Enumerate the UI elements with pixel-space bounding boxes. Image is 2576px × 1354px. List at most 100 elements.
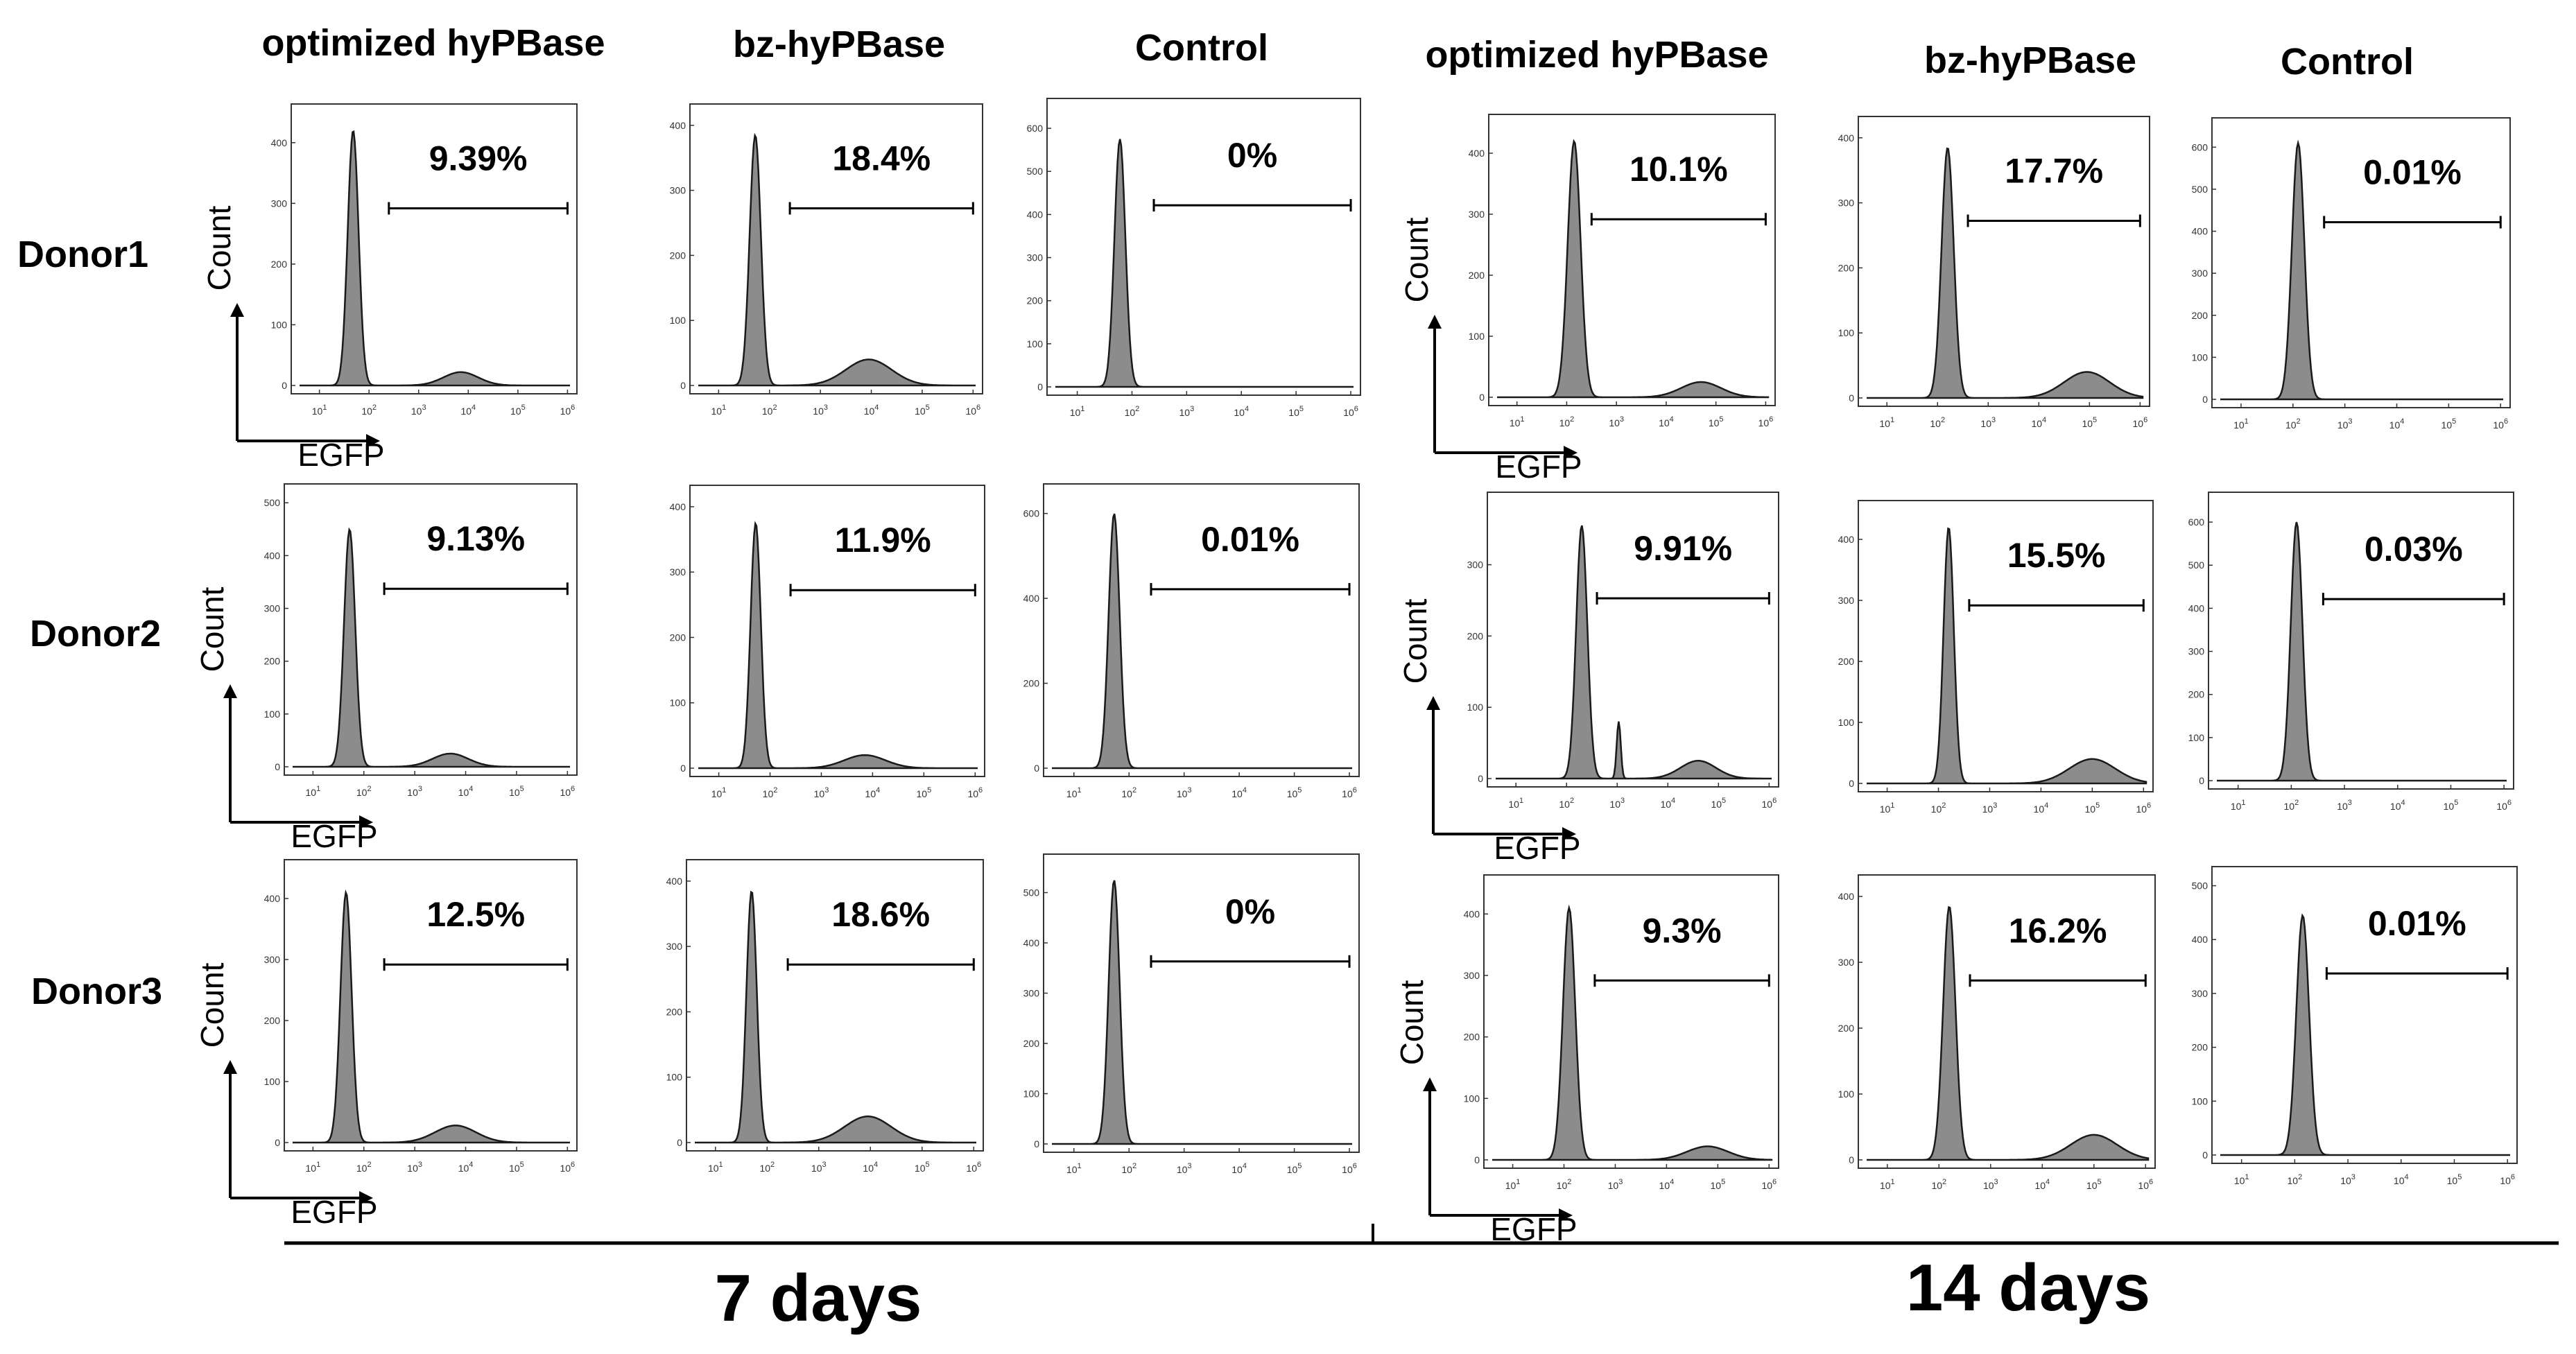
- y-tick-label: 0: [1479, 392, 1485, 403]
- plot-frame: [1858, 116, 2150, 407]
- y-tick-label: 300: [1464, 970, 1480, 981]
- x-tick-label: 101: [312, 403, 327, 417]
- x-axis-arrowhead: [1562, 827, 1576, 841]
- y-tick-label: 400: [670, 120, 686, 131]
- y-tick-label: 400: [670, 501, 686, 512]
- percent-label: 0.03%: [2365, 530, 2463, 568]
- x-tick-label: 101: [711, 403, 727, 417]
- histogram-curve: [2220, 913, 2510, 1156]
- x-tick-label: 106: [966, 1161, 981, 1174]
- y-tick-label: 400: [1464, 908, 1480, 919]
- y-tick-label: 0: [282, 380, 287, 391]
- plot-frame: [1858, 874, 2156, 1169]
- x-tick-label: 101: [1508, 797, 1523, 810]
- y-tick-label: 200: [1469, 270, 1485, 281]
- histogram-curve: [695, 890, 976, 1144]
- x-tick-label: 106: [2493, 417, 2508, 431]
- x-tick-label: 104: [2031, 416, 2046, 429]
- percent-label: 10.1%: [1630, 150, 1728, 189]
- x-tick-label: 106: [965, 403, 980, 417]
- x-tick-label: 102: [2288, 1173, 2303, 1186]
- histogram-curve: [1867, 147, 2144, 399]
- x-tick-label: 101: [2233, 417, 2249, 431]
- histogram-panel-15: 0 100 200 300 400 500 101 102 103 104 105 106 0%: [1023, 853, 1360, 1175]
- x-tick-label: 102: [361, 403, 377, 417]
- plot-frame: [1046, 98, 1361, 396]
- x-tick-label: 105: [1288, 405, 1304, 418]
- histogram-panel-16: 0 100 200 300 400 101 102 103 104 105 106 9.3% Count…: [1394, 874, 1779, 1247]
- y-tick-label: 100: [1464, 1093, 1480, 1104]
- y-tick-label: 300: [271, 198, 288, 209]
- y-axis-arrowhead: [230, 303, 244, 317]
- col-title-14d-control: Control: [2281, 41, 2414, 83]
- x-tick-label: 103: [1179, 405, 1195, 418]
- y-tick-label: 500: [2192, 184, 2208, 195]
- y-tick-label: 100: [2192, 351, 2208, 363]
- histogram-panel-17: 0 100 200 300 400 101 102 103 104 105 106 16.2%: [1838, 874, 2156, 1191]
- x-tick-label: 106: [1758, 415, 1774, 428]
- y-tick-label: 400: [1023, 937, 1040, 948]
- x-axis-title: EGFP: [291, 1194, 377, 1230]
- x-tick-label: 106: [1343, 405, 1358, 418]
- x-tick-label: 104: [1231, 1162, 1247, 1175]
- histogram-curve: [293, 889, 570, 1144]
- x-tick-label: 105: [1711, 1178, 1726, 1191]
- x-tick-label: 104: [2389, 417, 2405, 431]
- x-tick-label: 104: [460, 403, 476, 417]
- y-tick-label: 100: [1467, 702, 1484, 713]
- histogram-panel-6: 0 100 200 300 400 500 600 101 102 103 104 105 106 0.0…: [2192, 117, 2511, 431]
- x-tick-label: 103: [1983, 1178, 1998, 1191]
- col-title-14d-bz: bz-hyPBase: [1924, 40, 2136, 81]
- plot-frame: [1488, 114, 1776, 406]
- x-tick-label: 106: [1342, 1162, 1357, 1175]
- y-tick-label: 0: [680, 380, 686, 391]
- x-tick-label: 102: [1121, 1162, 1136, 1175]
- x-tick-label: 104: [1231, 786, 1247, 799]
- y-tick-label: 400: [1023, 593, 1040, 604]
- y-tick-label: 500: [2188, 559, 2205, 571]
- y-tick-label: 500: [1023, 887, 1040, 899]
- y-tick-label: 500: [2192, 880, 2208, 892]
- x-tick-label: 103: [411, 403, 426, 417]
- y-tick-label: 200: [1464, 1032, 1480, 1043]
- y-axis-arrowhead: [1428, 315, 1442, 329]
- y-tick-label: 0: [680, 763, 686, 774]
- plot-frame: [1487, 492, 1779, 788]
- percent-label: 0%: [1227, 136, 1277, 175]
- y-tick-label: 0: [1478, 773, 1483, 784]
- x-tick-label: 105: [1709, 415, 1724, 428]
- y-tick-label: 400: [264, 550, 281, 561]
- x-tick-label: 104: [2394, 1173, 2409, 1186]
- histogram-panel-7: 0 100 200 300 400 500 101 102 103 104 105 106 9.13% C…: [194, 483, 578, 854]
- y-tick-label: 0: [1037, 381, 1043, 392]
- x-axis-arrowhead: [1564, 446, 1577, 460]
- x-tick-label: 104: [458, 785, 474, 798]
- x-tick-label: 103: [2337, 417, 2353, 431]
- plot-frame: [689, 103, 983, 394]
- histogram-curve: [300, 130, 570, 387]
- x-axis-arrowhead: [359, 815, 373, 829]
- x-tick-label: 103: [407, 785, 422, 798]
- x-tick-label: 101: [1880, 801, 1895, 815]
- histogram-panel-11: 0 100 200 300 400 101 102 103 104 105 106 15.5%: [1838, 500, 2154, 815]
- y-tick-label: 400: [1469, 148, 1485, 159]
- x-tick-label: 105: [2447, 1173, 2462, 1186]
- y-tick-label: 100: [264, 709, 281, 720]
- histogram-panel-8: 0 100 200 300 400 101 102 103 104 105 106 11.9%: [670, 485, 985, 799]
- x-tick-label: 105: [1287, 786, 1302, 799]
- y-tick-label: 100: [271, 319, 288, 330]
- x-tick-label: 104: [864, 403, 879, 417]
- histogram-curve: [1496, 525, 1772, 780]
- histogram-panel-1: 0 100 200 300 400 101 102 103 104 105 106 9.39% Coun…: [201, 103, 578, 473]
- x-tick-label: 102: [2284, 799, 2299, 812]
- histogram-curve: [2217, 521, 2507, 782]
- y-tick-label: 400: [264, 893, 281, 904]
- x-tick-label: 103: [1177, 786, 1192, 799]
- percent-label: 9.91%: [1634, 529, 1732, 568]
- x-tick-label: 105: [917, 786, 932, 799]
- plot-frame: [2211, 117, 2511, 408]
- plot-frame: [1858, 500, 2154, 792]
- y-tick-label: 300: [1838, 957, 1855, 968]
- plot-frame: [686, 859, 984, 1152]
